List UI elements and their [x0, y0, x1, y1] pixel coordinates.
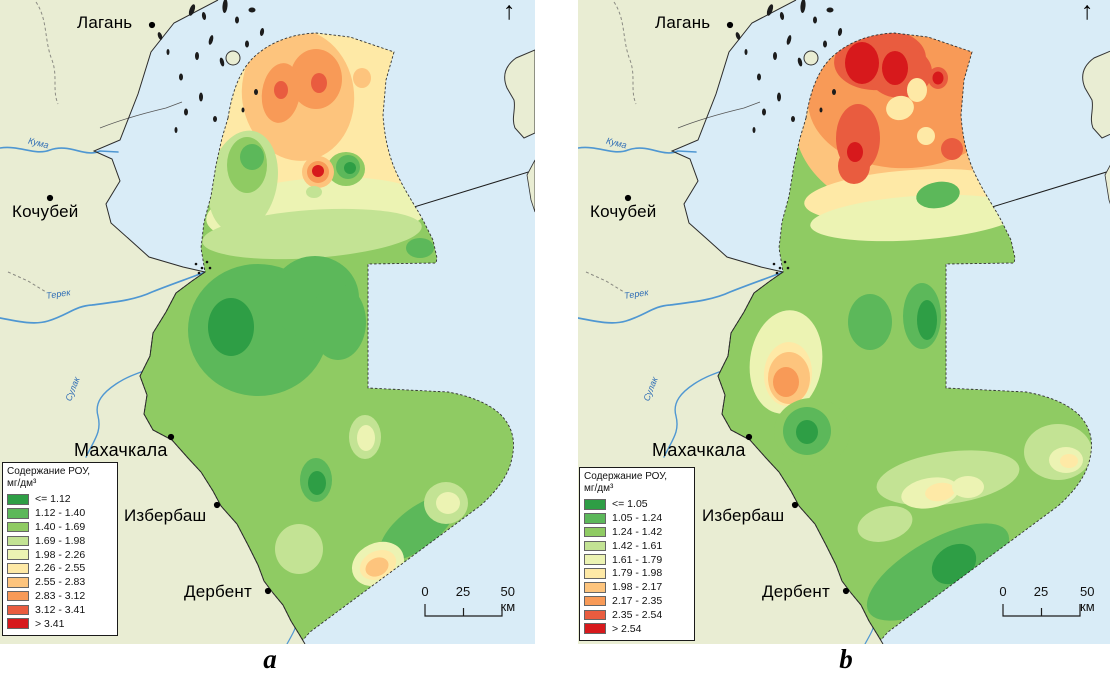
legend-row: 1.40 - 1.69 — [7, 520, 112, 534]
legend-row: 3.12 - 3.41 — [7, 603, 112, 617]
city-label-lagan: Лагань — [655, 13, 711, 32]
north-arrow-icon: ↑ — [1081, 0, 1094, 25]
legend-title: Содержание РОУ, мг/дм³ — [584, 471, 668, 494]
city-label-izberbash: Избербаш — [702, 506, 785, 525]
legend-class-label: 1.24 - 1.42 — [612, 526, 663, 539]
legend-classes: <= 1.12 1.12 - 1.40 1.40 - 1.69 1.69 - 1.98… — [7, 493, 112, 631]
legend-class-label: 2.83 - 3.12 — [35, 590, 86, 603]
scale-tick-50: 50 км — [500, 584, 516, 614]
legend-a: Содержание РОУ, мг/дм³ <= 1.12 1.12 - 1.4… — [2, 462, 118, 636]
legend-swatch — [7, 521, 29, 533]
legend-row: 2.26 - 2.55 — [7, 562, 112, 576]
legend-swatch — [7, 604, 29, 616]
legend-swatch — [7, 494, 29, 505]
legend-row: 2.35 - 2.54 — [584, 608, 689, 622]
legend-swatch — [7, 549, 29, 560]
map-a-canvas — [0, 0, 535, 644]
scale-tick-25: 25 — [1033, 584, 1049, 599]
legend-swatch — [584, 568, 606, 579]
legend-swatch — [7, 508, 29, 519]
legend-class-label: > 2.54 — [612, 622, 642, 635]
legend-class-label: 2.17 - 2.35 — [612, 595, 663, 608]
legend-class-label: 1.12 - 1.40 — [35, 507, 86, 520]
legend-class-label: 1.98 - 2.17 — [612, 581, 663, 594]
legend-row: 1.98 - 2.26 — [7, 548, 112, 562]
legend-row: 1.42 - 1.61 — [584, 539, 689, 553]
legend-class-label: 1.40 - 1.69 — [35, 521, 86, 534]
legend-row: 2.17 - 2.35 — [584, 594, 689, 608]
caption-a: a — [263, 644, 277, 674]
legend-swatch — [7, 577, 29, 588]
legend-swatch — [7, 590, 29, 602]
city-label-derbent: Дербент — [762, 582, 830, 601]
legend-swatch — [7, 618, 29, 629]
legend-row: 1.24 - 1.42 — [584, 525, 689, 539]
legend-swatch — [584, 595, 606, 607]
legend-row: 1.05 - 1.24 — [584, 511, 689, 525]
city-label-makhachkala: Махачкала — [74, 440, 168, 460]
scale-tick-0: 0 — [999, 584, 1007, 599]
legend-swatch — [584, 526, 606, 538]
legend-row: 2.55 - 2.83 — [7, 575, 112, 589]
legend-row: > 3.41 — [7, 617, 112, 631]
legend-swatch — [7, 563, 29, 574]
city-label-izberbash: Избербаш — [124, 506, 207, 525]
legend-row: 1.61 - 1.79 — [584, 553, 689, 567]
legend-swatch — [584, 554, 606, 565]
legend-swatch — [584, 623, 606, 634]
legend-row: 1.69 - 1.98 — [7, 534, 112, 548]
map-panel-a: Лагань Кочубей Махачкала Избербаш Дербен… — [0, 0, 535, 644]
legend-swatch — [584, 499, 606, 510]
legend-row: > 2.54 — [584, 622, 689, 636]
map-b-canvas — [578, 0, 1110, 644]
legend-class-label: 1.98 - 2.26 — [35, 548, 86, 561]
legend-row: <= 1.12 — [7, 493, 112, 507]
legend-class-label: 1.05 - 1.24 — [612, 512, 663, 525]
legend-class-label: 1.69 - 1.98 — [35, 534, 86, 547]
map-panel-b: Лагань Кочубей Махачкала Избербаш Дербен… — [578, 0, 1110, 644]
legend-class-label: 2.26 - 2.55 — [35, 562, 86, 575]
legend-class-label: 2.35 - 2.54 — [612, 608, 663, 621]
legend-title: Содержание РОУ, мг/дм³ — [7, 466, 91, 489]
city-label-kochubey: Кочубей — [12, 202, 79, 221]
legend-class-label: 1.61 - 1.79 — [612, 553, 663, 566]
north-arrow-icon: ↑ — [503, 0, 516, 25]
legend-swatch — [584, 582, 606, 593]
legend-row: 1.79 - 1.98 — [584, 567, 689, 581]
legend-swatch — [584, 609, 606, 621]
legend-classes: <= 1.05 1.05 - 1.24 1.24 - 1.42 1.42 - 1.61… — [584, 498, 689, 636]
scale-tick-0: 0 — [421, 584, 429, 599]
legend-class-label: 3.12 - 3.41 — [35, 603, 86, 616]
legend-row: 1.98 - 2.17 — [584, 580, 689, 594]
legend-swatch — [584, 540, 606, 552]
legend-row: 2.83 - 3.12 — [7, 589, 112, 603]
legend-class-label: <= 1.12 — [35, 493, 71, 506]
scale-tick-50: 50 км — [1080, 584, 1095, 614]
legend-row: 1.12 - 1.40 — [7, 506, 112, 520]
legend-swatch — [584, 513, 606, 524]
city-label-lagan: Лагань — [77, 13, 133, 32]
city-label-kochubey: Кочубей — [590, 202, 657, 221]
legend-class-label: > 3.41 — [35, 617, 65, 630]
legend-b: Содержание РОУ, мг/дм³ <= 1.05 1.05 - 1.2… — [579, 467, 695, 641]
legend-row: <= 1.05 — [584, 498, 689, 512]
caption-b: b — [839, 644, 853, 674]
legend-class-label: 2.55 - 2.83 — [35, 576, 86, 589]
legend-class-label: 1.79 - 1.98 — [612, 567, 663, 580]
legend-swatch — [7, 535, 29, 547]
city-label-makhachkala: Махачкала — [652, 440, 746, 460]
city-label-derbent: Дербент — [184, 582, 252, 601]
legend-class-label: <= 1.05 — [612, 498, 648, 511]
scale-tick-25: 25 — [455, 584, 471, 599]
legend-class-label: 1.42 - 1.61 — [612, 539, 663, 552]
